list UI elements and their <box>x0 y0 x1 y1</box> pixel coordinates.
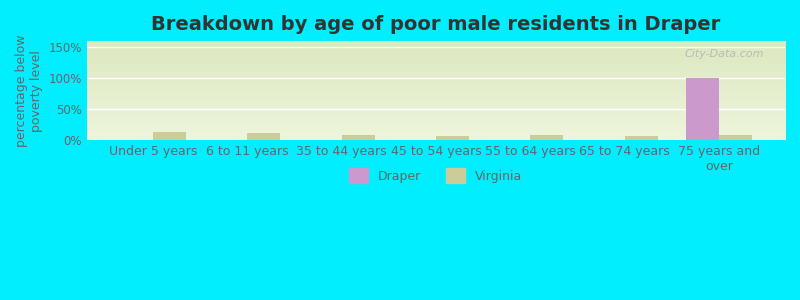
Y-axis label: percentage below
poverty level: percentage below poverty level <box>15 34 43 147</box>
Bar <box>247 134 280 140</box>
Bar <box>342 135 374 140</box>
Bar <box>342 135 374 140</box>
Bar <box>686 78 719 140</box>
Bar <box>153 132 186 140</box>
Bar <box>719 135 752 140</box>
Bar <box>686 78 719 140</box>
Bar <box>625 136 658 140</box>
Bar <box>530 135 563 140</box>
Bar <box>530 135 563 140</box>
Text: City-Data.com: City-Data.com <box>685 49 764 59</box>
Title: Breakdown by age of poor male residents in Draper: Breakdown by age of poor male residents … <box>151 15 721 34</box>
Legend: Draper, Virginia: Draper, Virginia <box>344 163 527 188</box>
Bar <box>436 136 469 140</box>
Bar <box>153 132 186 140</box>
Bar <box>247 134 280 140</box>
Bar <box>436 136 469 140</box>
Bar <box>719 135 752 140</box>
Bar <box>625 136 658 140</box>
